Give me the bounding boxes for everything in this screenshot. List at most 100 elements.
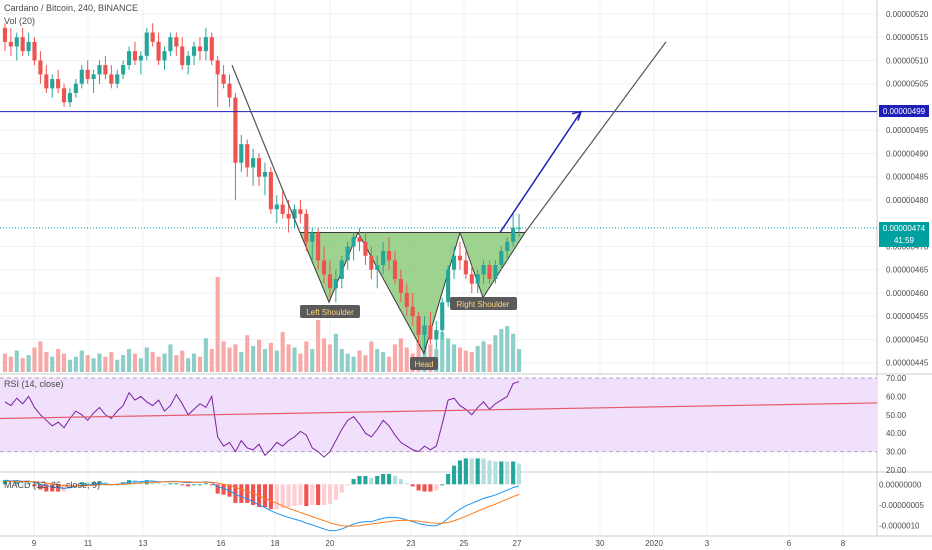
price-tick-label: 0.00000485	[886, 173, 929, 182]
candle-body	[398, 279, 403, 293]
axes: 0.00000520 0.00000515 0.00000510 0.00000505…	[32, 10, 929, 548]
macd-histogram-bar	[251, 484, 256, 505]
time-tick-label: 27	[513, 539, 522, 548]
volume-bar	[298, 353, 303, 372]
macd-histogram-bar	[2, 480, 8, 485]
macd-histogram-bar	[416, 484, 421, 491]
candle-body	[115, 74, 120, 84]
macd-histogram-bar	[245, 484, 250, 503]
macd-histogram-bar	[44, 484, 49, 492]
volume-label: Vol (20)	[4, 16, 35, 26]
volume-bar	[221, 341, 226, 372]
candle-body	[428, 325, 433, 340]
volume-bar	[186, 358, 191, 372]
volume-bar	[286, 344, 291, 372]
rsi-label: RSI (14, close)	[4, 379, 64, 389]
symbol-title: Cardano / Bitcoin, 240, BINANCE	[4, 3, 138, 13]
current-price-text: 0.00000474	[883, 224, 926, 233]
head-annotation: Head	[410, 357, 438, 370]
rsi-tick-label: 60.00	[886, 392, 907, 401]
price-tick-label: 0.00000450	[886, 335, 929, 344]
candle-body	[79, 69, 84, 84]
macd-histogram-bar	[357, 476, 362, 485]
macd-histogram-bar	[14, 482, 19, 485]
macd-histogram-bar	[434, 484, 439, 491]
volume-bar	[215, 277, 220, 372]
volume-bar	[227, 347, 232, 372]
macd-histogram-bar	[174, 483, 179, 485]
macd-histogram-bar	[26, 483, 31, 485]
macd-histogram-bar	[8, 483, 13, 485]
candle-body	[221, 74, 226, 84]
time-tick-label: 18	[271, 539, 280, 548]
macd-histogram-bar	[321, 484, 327, 505]
macd-histogram-bar	[38, 484, 43, 490]
volume-bar	[351, 356, 356, 372]
price-tick-label: 0.00000510	[886, 56, 929, 65]
candle-body	[132, 51, 138, 61]
volume-bar	[91, 358, 96, 372]
candle-body	[126, 51, 132, 66]
macd-histogram-bar	[32, 484, 37, 487]
right-shoulder-label: Right Shoulder	[457, 300, 510, 309]
volume-bar	[109, 352, 114, 372]
volume-bar	[404, 347, 409, 372]
candle-body	[345, 246, 350, 261]
volume-bar	[26, 355, 31, 372]
macd-histogram-bar	[451, 465, 457, 485]
macd-histogram-bar	[505, 461, 510, 485]
macd-histogram-bar	[499, 461, 504, 485]
macd-histogram-bar	[351, 479, 356, 485]
candle-body	[138, 55, 143, 61]
volume-bar	[327, 344, 333, 372]
candle-body	[197, 46, 203, 52]
price-tick-label: 0.00000445	[886, 359, 929, 368]
volume-bar	[446, 338, 451, 372]
candle-body	[103, 65, 108, 75]
price-tick-label: 0.00000505	[886, 80, 929, 89]
candle-body	[209, 37, 214, 61]
rsi-tick-label: 40.00	[886, 429, 907, 438]
volume-bar	[274, 350, 279, 372]
candle-body	[262, 172, 268, 177]
volume-bar	[516, 349, 522, 372]
time-tick-label: 9	[32, 539, 37, 548]
head-label: Head	[414, 360, 433, 369]
macd-histogram-bar	[91, 482, 96, 485]
volume-bar	[38, 341, 43, 372]
candle-body	[50, 79, 55, 89]
volume-bar	[203, 338, 208, 372]
macd-histogram-bar	[440, 484, 445, 486]
volume-bar	[8, 356, 13, 372]
macd-histogram-bar	[375, 476, 380, 485]
volume-bar	[20, 358, 25, 372]
candle-body	[186, 55, 191, 66]
candle-body	[369, 255, 374, 270]
candle-body	[327, 274, 333, 289]
candle-body	[156, 41, 161, 61]
macd-histogram-bar	[392, 476, 398, 485]
macd-label: MACD (12, 26, close, 9)	[4, 480, 100, 490]
macd-histogram-bar	[20, 484, 25, 486]
volume-bar	[422, 335, 427, 372]
volume-bar	[245, 335, 250, 372]
volume-bar	[156, 356, 161, 372]
time-tick-label: 3	[705, 539, 710, 548]
volume-bar	[310, 349, 315, 372]
volume-bar	[375, 349, 380, 372]
volume-bar	[463, 350, 468, 372]
macd-histogram-bar	[463, 458, 468, 485]
right-shoulder-annotation: Right Shoulder	[450, 297, 517, 310]
macd-histogram-bar	[428, 484, 433, 492]
candle-body	[386, 251, 392, 261]
candle-body	[298, 209, 303, 214]
candle-body	[67, 93, 73, 103]
macd-histogram-bar	[310, 484, 315, 505]
candle-body	[351, 237, 356, 247]
current-price-tag: 0.00000474 41:59	[879, 222, 929, 247]
candle-body	[357, 237, 362, 242]
volume-bar	[268, 342, 273, 372]
candle-body	[333, 279, 338, 289]
macd-histogram-bar	[398, 479, 403, 485]
candle-body	[268, 172, 273, 210]
